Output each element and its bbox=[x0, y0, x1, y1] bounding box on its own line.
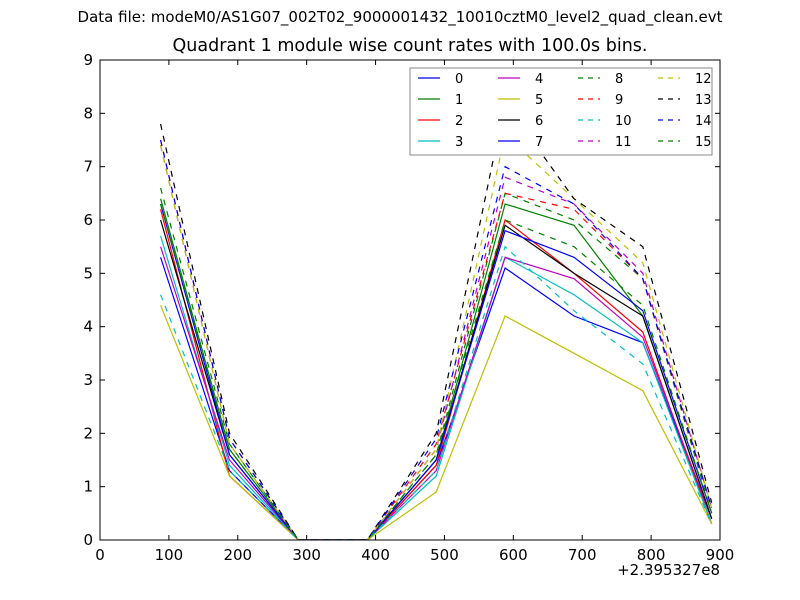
suptitle: Data file: modeM0/AS1G07_002T02_90000014… bbox=[77, 8, 723, 26]
x-tick-label: 400 bbox=[361, 546, 390, 564]
chart-title: Quadrant 1 module wise count rates with … bbox=[172, 36, 648, 56]
legend-label-7: 7 bbox=[535, 135, 543, 150]
y-tick-label: 1 bbox=[83, 478, 93, 496]
series-line-9 bbox=[160, 139, 713, 540]
series-line-8 bbox=[160, 187, 713, 540]
legend-label-11: 11 bbox=[615, 135, 632, 150]
y-tick-label: 0 bbox=[83, 531, 93, 549]
series-layer bbox=[160, 101, 713, 540]
legend-label-5: 5 bbox=[535, 93, 543, 108]
series-line-4 bbox=[160, 246, 713, 540]
y-tick-label: 2 bbox=[83, 424, 93, 442]
series-line-7 bbox=[160, 203, 713, 540]
x-tick-label: 0 bbox=[95, 546, 105, 564]
x-tick-label: 200 bbox=[223, 546, 252, 564]
legend-label-9: 9 bbox=[615, 93, 623, 108]
legend-label-6: 6 bbox=[535, 114, 543, 129]
y-tick-label: 3 bbox=[83, 371, 93, 389]
legend-label-8: 8 bbox=[615, 72, 623, 87]
legend-label-1: 1 bbox=[455, 93, 463, 108]
series-line-2 bbox=[160, 209, 713, 540]
series-line-5 bbox=[160, 305, 713, 540]
y-tick-label: 4 bbox=[83, 318, 93, 336]
legend-label-0: 0 bbox=[455, 72, 463, 87]
x-tick-label: 800 bbox=[637, 546, 666, 564]
y-tick-label: 6 bbox=[83, 211, 93, 229]
legend-label-15: 15 bbox=[695, 135, 712, 150]
x-tick-label: 700 bbox=[568, 546, 597, 564]
plot-frame bbox=[99, 59, 721, 541]
y-tick-label: 9 bbox=[83, 51, 93, 69]
x-axis-offset-label: +2.395327e8 bbox=[617, 561, 720, 579]
legend-label-10: 10 bbox=[615, 114, 632, 129]
legend-label-13: 13 bbox=[695, 93, 712, 108]
series-line-3 bbox=[160, 235, 713, 540]
legend-label-12: 12 bbox=[695, 72, 712, 87]
x-tick-label: 600 bbox=[499, 546, 528, 564]
series-line-10 bbox=[160, 245, 713, 540]
x-tick-label: 300 bbox=[292, 546, 321, 564]
y-tick-label: 8 bbox=[83, 104, 93, 122]
x-tick-label: 500 bbox=[430, 546, 459, 564]
x-tick-label: 900 bbox=[706, 546, 735, 564]
legend-label-14: 14 bbox=[695, 114, 712, 129]
series-line-15 bbox=[160, 203, 713, 540]
x-tick-label: 100 bbox=[155, 546, 184, 564]
legend-label-2: 2 bbox=[455, 114, 463, 129]
legend-label-3: 3 bbox=[455, 135, 463, 150]
series-line-13 bbox=[160, 101, 713, 540]
y-tick-label: 5 bbox=[83, 264, 93, 282]
legend-label-4: 4 bbox=[535, 72, 543, 87]
series-line-14 bbox=[160, 139, 713, 540]
y-tick-label: 7 bbox=[83, 158, 93, 176]
